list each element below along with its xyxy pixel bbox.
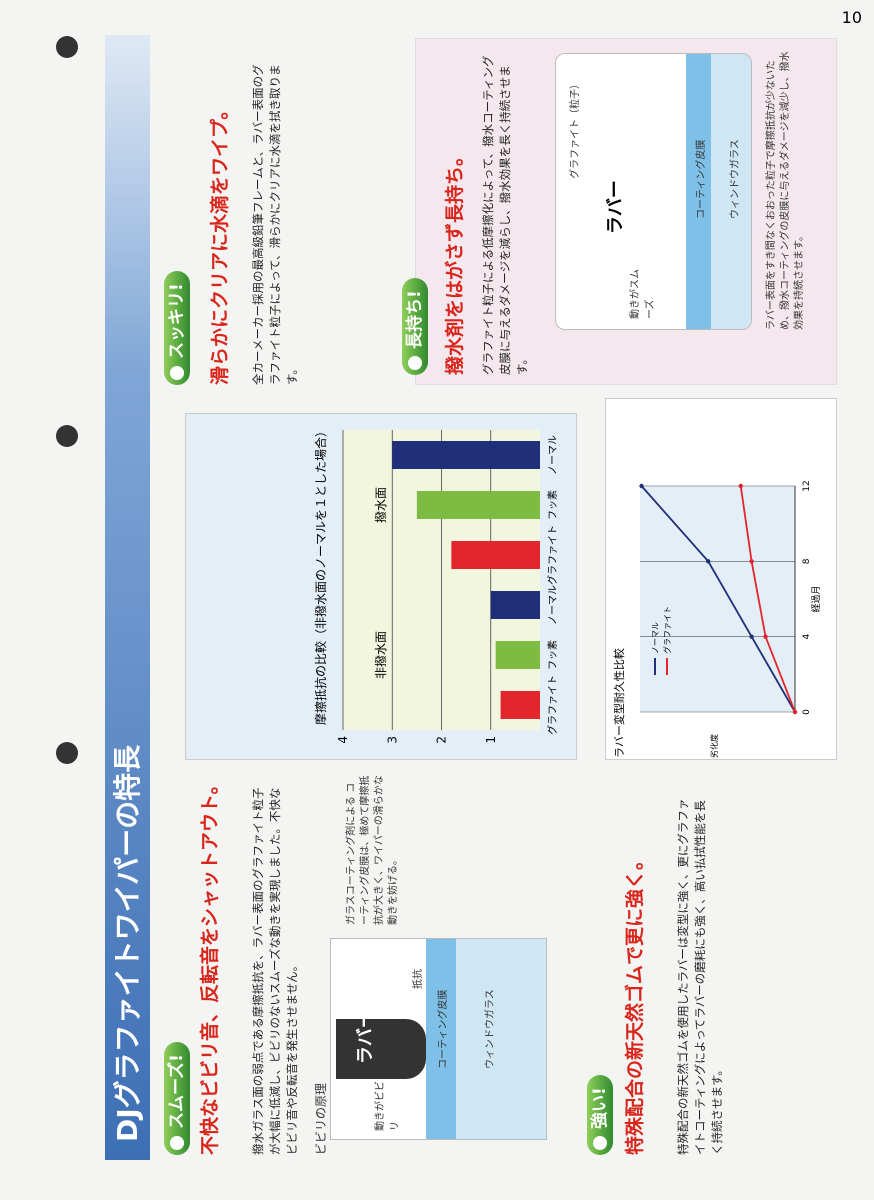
diagram-box: ラバー 抵抗 コーティング皮膜 ウィンドウガラス 動きがビビリ xyxy=(330,938,547,1140)
headline: 不快なビビリ音、反転音をシャットアウト。 xyxy=(199,775,221,1155)
label: コーティング皮膜 xyxy=(438,989,449,1069)
point xyxy=(639,483,644,489)
chart: 摩擦抵抗の比較（非撥水面のノーマルを１とした場合）1234グラファイトフッ素ノー… xyxy=(313,425,559,744)
tsuyoi-badge-wrap: 強い! xyxy=(585,1075,613,1155)
binder-hole xyxy=(56,425,78,447)
badge: スムーズ! xyxy=(164,1042,190,1155)
line xyxy=(640,485,796,713)
smooth-badge-wrap: スムーズ! xyxy=(162,1042,190,1155)
x-tick-label: 8 xyxy=(802,558,812,564)
x-tick-label: 0 xyxy=(802,709,812,715)
body-text: 特殊配合の新天然ゴムを使用したラバーは変型に強く、更にグラファイトコーティングに… xyxy=(676,798,724,1155)
point xyxy=(706,559,711,564)
point xyxy=(749,559,754,564)
label: ラバー xyxy=(355,1010,376,1064)
chart-title: 摩擦抵抗の比較（非撥水面のノーマルを１とした場合） xyxy=(313,425,328,725)
x-tick-label: グラファイト xyxy=(546,675,559,735)
title: DJグラファイトワイパーの特長 xyxy=(111,744,144,1142)
y-tick-label: 4 xyxy=(336,736,350,744)
headline: 撥水剤をはがさず長持ち。 xyxy=(444,146,466,375)
y-tick-label: 3 xyxy=(385,736,399,744)
label: 抵抗 xyxy=(413,969,424,989)
y-axis-label: 劣化度 xyxy=(709,734,719,758)
body-text: グラファイト粒子による低摩擦化によって、撥水コーティング皮膜に与えるダメージを減… xyxy=(481,55,529,375)
label: コーティング皮膜 xyxy=(696,139,707,219)
y-tick-label: 1 xyxy=(484,736,498,744)
body-text: 全カーメーカー採用の最高級鉛筆フレームと、ラバー表面のグラファイト粒子によって、… xyxy=(251,64,299,385)
caption: ラバー表面をすき間なくおおった粒子で摩擦抵抗が少ないため、撥水コーティングの皮膜… xyxy=(766,51,805,330)
nagamochi-badge-wrap: 長持ち! xyxy=(400,278,428,375)
group-label: 撥水面 xyxy=(373,487,388,523)
sukkiri-badge-wrap: スッキリ! xyxy=(162,271,190,385)
legend-label: ノーマル xyxy=(651,622,660,654)
x-tick-label: 12 xyxy=(802,480,812,491)
body-text: 撥水ガラス面の弱点である摩擦抵抗を、ラバー表面のグラファイト粒子が大幅に低減し、… xyxy=(251,787,299,1155)
bar xyxy=(495,641,540,669)
point xyxy=(749,634,754,639)
x-axis-label: 経過月 xyxy=(810,585,822,612)
rubber xyxy=(336,1019,426,1079)
plot-area xyxy=(640,486,795,712)
badge: 強い! xyxy=(587,1075,613,1155)
point xyxy=(763,634,768,639)
diagram-box: グラファイト（粒子） ラバー コーティング皮膜 ウィンドウガラス 動きがスムーズ xyxy=(555,53,752,330)
point xyxy=(738,483,743,489)
bar xyxy=(451,541,541,569)
bar xyxy=(500,691,541,719)
group-label: 非撥水面 xyxy=(373,631,388,679)
page-number: 10 xyxy=(841,8,862,27)
binder-hole xyxy=(56,36,78,58)
label: ウィンドウガラス xyxy=(485,989,496,1069)
title-bar: DJグラファイトワイパーの特長 xyxy=(105,35,150,1160)
legend-label: グラファイト xyxy=(662,606,672,654)
label: グラファイト（粒子） xyxy=(570,79,581,179)
headline: 滑らかにクリアに水滴をワイプ。 xyxy=(209,100,231,385)
label: 動きがスムーズ xyxy=(630,269,656,319)
label: ウィンドウガラス xyxy=(730,139,741,219)
line xyxy=(739,485,796,713)
x-tick-label: グラファイト xyxy=(546,525,559,585)
label: 動きがビビリ xyxy=(375,1081,401,1131)
chart-title: ラバー変型耐久性比較 xyxy=(612,648,626,758)
x-tick-label: フッ素 xyxy=(546,490,559,520)
badge: 長持ち! xyxy=(402,278,428,375)
callout: ガラスコーティング剤による コーティング皮膜は、極めて摩擦抵抗が大きく、ワイパー… xyxy=(346,775,399,925)
y-tick-label: 2 xyxy=(435,736,449,744)
bar xyxy=(490,591,540,619)
binder-hole xyxy=(56,742,78,764)
x-tick-label: フッ素 xyxy=(546,640,559,670)
bar xyxy=(392,441,540,469)
label: ラバー xyxy=(605,180,626,234)
glass xyxy=(456,939,546,1139)
badge: スッキリ! xyxy=(164,271,190,385)
x-tick-label: 4 xyxy=(802,634,812,640)
x-tick-label: ノーマル xyxy=(548,585,559,625)
point xyxy=(792,709,798,715)
diagram-title: ビビリの原理 xyxy=(314,1082,328,1155)
bar xyxy=(416,491,540,519)
headline: 特殊配合の新天然ゴムで更に強く。 xyxy=(624,850,646,1155)
x-tick-label: ノーマル xyxy=(548,435,559,475)
